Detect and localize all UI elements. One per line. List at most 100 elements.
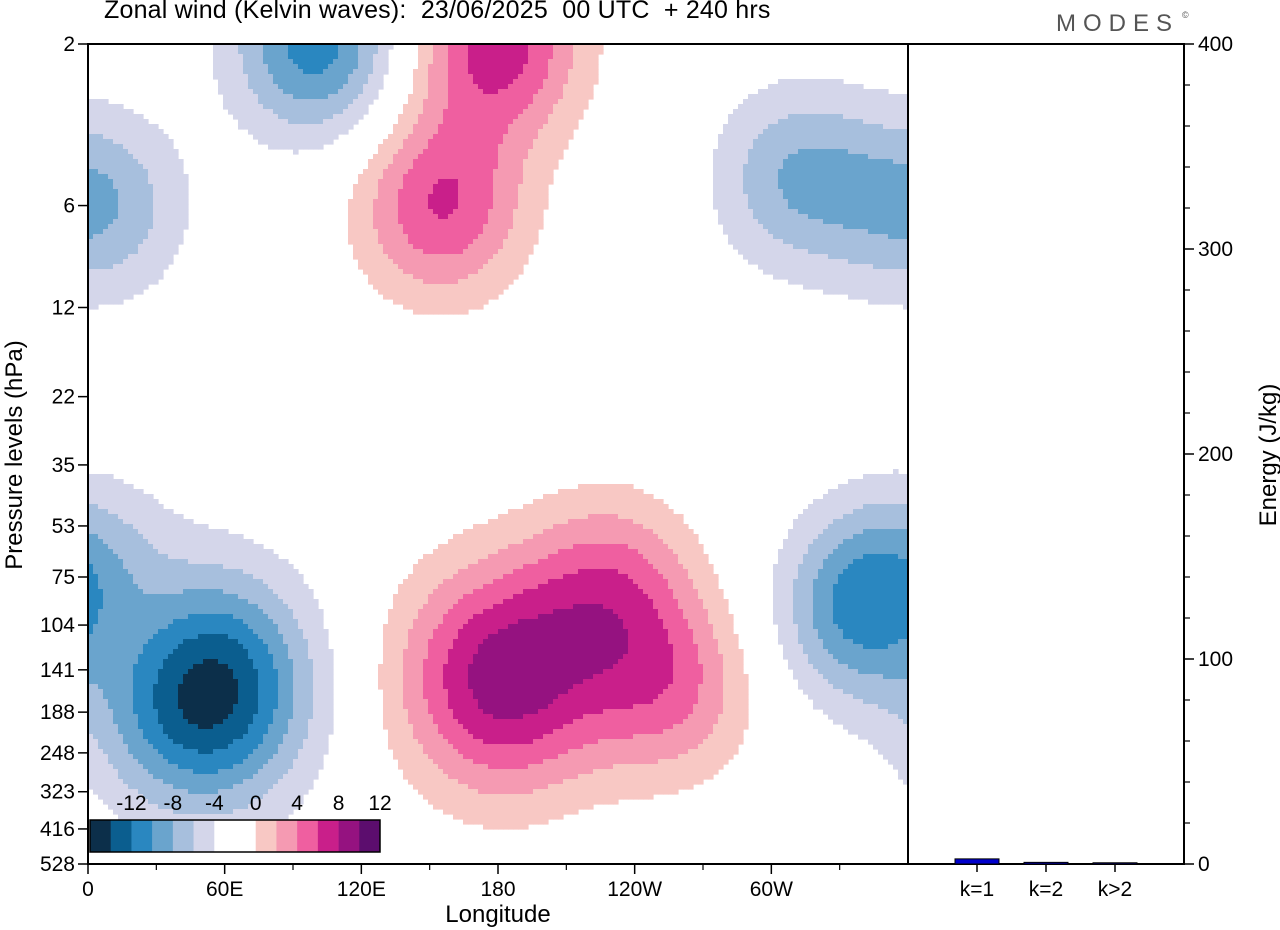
heatmap-cell: [893, 504, 899, 510]
heatmap-cell: [473, 269, 479, 275]
heatmap-cell: [413, 234, 419, 240]
heatmap-cell: [448, 209, 454, 215]
heatmap-cell: [808, 179, 814, 185]
heatmap-cell: [498, 244, 504, 250]
heatmap-cell: [583, 84, 589, 90]
heatmap-cell: [108, 479, 114, 485]
heatmap-cell: [368, 99, 374, 105]
heatmap-cell: [833, 504, 839, 510]
heatmap-cell: [548, 494, 554, 500]
heatmap-cell: [833, 249, 839, 255]
heatmap-cell: [363, 94, 369, 100]
heatmap-cell: [413, 309, 419, 315]
heatmap-cell: [428, 234, 434, 240]
heatmap-cell: [373, 269, 379, 275]
heatmap-cell: [868, 499, 874, 505]
heatmap-cell: [473, 274, 479, 280]
heatmap-cell: [563, 494, 569, 500]
heatmap-cell: [353, 249, 359, 255]
heatmap-cell: [868, 299, 874, 305]
heatmap-cell: [423, 94, 429, 100]
heatmap-cell: [298, 129, 304, 135]
heatmap-cell: [408, 219, 414, 225]
heatmap-cell: [413, 294, 419, 300]
heatmap-cell: [293, 69, 299, 75]
heatmap-cell: [878, 144, 884, 150]
heatmap-cell: [483, 144, 489, 150]
heatmap-cell: [238, 99, 244, 105]
heatmap-cell: [183, 219, 189, 225]
heatmap-cell: [433, 109, 439, 115]
heatmap-cell: [498, 249, 504, 255]
heatmap-cell: [588, 64, 594, 70]
heatmap-cell: [268, 119, 274, 125]
heatmap-cell: [163, 224, 169, 230]
heatmap-cell: [828, 184, 834, 190]
heatmap-cell: [528, 239, 534, 245]
heatmap-cell: [503, 214, 509, 220]
heatmap-cell: [533, 114, 539, 120]
heatmap-cell: [508, 169, 514, 175]
heatmap-cell: [178, 189, 184, 195]
heatmap-cell: [413, 79, 419, 85]
heatmap-cell: [488, 164, 494, 170]
heatmap-cell: [388, 214, 394, 220]
heatmap-cell: [463, 289, 469, 295]
heatmap-cell: [358, 184, 364, 190]
heatmap-cell: [108, 229, 114, 235]
heatmap-cell: [123, 219, 129, 225]
heatmap-cell: [578, 94, 584, 100]
heatmap-cell: [798, 94, 804, 100]
heatmap-cell: [293, 94, 299, 100]
heatmap-cell: [868, 169, 874, 175]
heatmap-cell: [118, 194, 124, 200]
heatmap-cell: [543, 509, 549, 515]
heatmap-cell: [368, 279, 374, 285]
heatmap-cell: [738, 159, 744, 165]
heatmap-cell: [903, 479, 908, 485]
heatmap-cell: [883, 209, 889, 215]
heatmap-cell: [468, 64, 474, 70]
heatmap-cell: [893, 224, 899, 230]
heatmap-cell: [368, 89, 374, 95]
heatmap-cell: [343, 124, 349, 130]
heatmap-cell: [463, 269, 469, 275]
heatmap-cell: [613, 484, 619, 490]
heatmap-cell: [148, 164, 154, 170]
heatmap-cell: [158, 154, 164, 160]
heatmap-cell: [873, 239, 879, 245]
heatmap-cell: [368, 179, 374, 185]
heatmap-cell: [548, 99, 554, 105]
heatmap-cell: [363, 249, 369, 255]
heatmap-cell: [463, 189, 469, 195]
heatmap-cell: [303, 129, 309, 135]
heatmap-cell: [343, 64, 349, 70]
heatmap-cell: [768, 114, 774, 120]
heatmap-cell: [88, 169, 94, 175]
heatmap-cell: [898, 209, 904, 215]
heatmap-cell: [498, 69, 504, 75]
heatmap-cell: [503, 229, 509, 235]
heatmap-cell: [328, 109, 334, 115]
heatmap-cell: [523, 149, 529, 155]
heatmap-cell: [893, 259, 899, 265]
heatmap-cell: [783, 239, 789, 245]
heatmap-cell: [178, 234, 184, 240]
heatmap-cell: [823, 509, 829, 515]
heatmap-cell: [813, 509, 819, 515]
heatmap-cell: [508, 49, 514, 55]
heatmap-cell: [543, 49, 549, 55]
heatmap-cell: [753, 174, 759, 180]
heatmap-cell: [903, 179, 908, 185]
heatmap-cell: [158, 259, 164, 265]
heatmap-cell: [533, 179, 539, 185]
heatmap-cell: [378, 269, 384, 275]
heatmap-cell: [788, 189, 794, 195]
heatmap-cell: [458, 199, 464, 205]
heatmap-cell: [88, 299, 94, 305]
heatmap-cell: [433, 224, 439, 230]
heatmap-cell: [828, 499, 834, 505]
heatmap-cell: [263, 119, 269, 125]
heatmap-cell: [513, 79, 519, 85]
heatmap-cell: [118, 219, 124, 225]
